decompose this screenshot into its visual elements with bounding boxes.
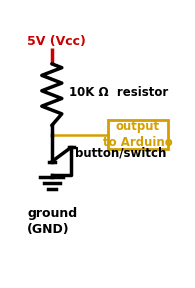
Text: button/switch: button/switch <box>75 147 166 160</box>
FancyBboxPatch shape <box>108 120 168 149</box>
Text: 10K Ω  resistor: 10K Ω resistor <box>69 86 168 99</box>
Text: 5V (Vcc): 5V (Vcc) <box>27 35 86 48</box>
Text: output
to Arduino: output to Arduino <box>103 120 173 149</box>
Text: ground
(GND): ground (GND) <box>27 207 77 236</box>
